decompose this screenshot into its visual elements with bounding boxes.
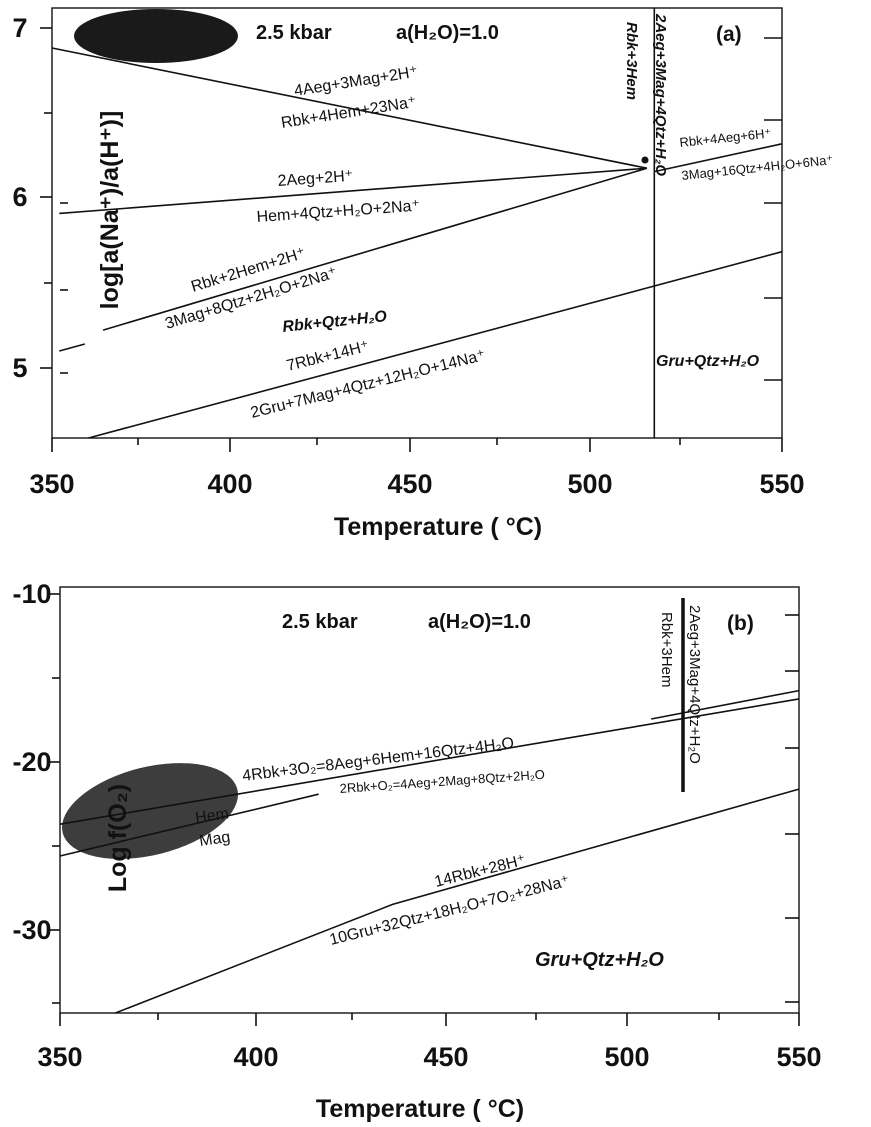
panel-a-reaction-curve-5: [88, 250, 783, 439]
panel-b-y-tick-label--30: -30: [12, 915, 51, 945]
panel-b-y-tick-label--20: -20: [12, 747, 51, 777]
panel-b-curves: [59, 689, 800, 1014]
panel-b-vertical-label-left: Rbk+3Hem: [658, 612, 675, 687]
panel-b-sample-ellipse: [62, 763, 238, 859]
panel-b-reaction-curve-3: [651, 689, 800, 720]
panel-b-plot-frame: [59, 586, 800, 1014]
panel-a-x-tick-label-450: 450: [387, 469, 432, 499]
panel-b-reaction-curve-2: [59, 793, 319, 857]
panel-b-y-axis-title: Log f(O₂): [104, 784, 132, 892]
panel-b-x-tick-label-550: 550: [776, 1042, 821, 1072]
panel-a-y-tick-label-7: 7: [12, 13, 27, 43]
panel-a-invariant-point: [641, 156, 649, 164]
panel-a-reaction-1-reactants: 4Aeg+3Mag+2H⁺: [293, 64, 419, 100]
panel-a-vertical-label-right: 2Aeg+3Mag+4Qtz+H₂O: [652, 13, 669, 176]
panel-a: 2.5 kbar a(H₂O)=1.0 (a) 4Aeg+3Mag+2H⁺ Rb…: [12, 7, 834, 541]
panel-a-field-rbk-qtz: Rbk+Qtz+H₂O: [282, 308, 389, 336]
panel-b-panel-label: (b): [727, 612, 754, 635]
panel-a-y-tick-label-5: 5: [12, 353, 27, 383]
panel-a-reaction-curve-3: [59, 343, 86, 352]
panel-b-reaction-curve-4: [115, 788, 800, 1014]
panel-a-curves: [51, 8, 783, 439]
panel-b-hem-label: Hem: [194, 805, 230, 827]
panel-a-reaction-curve-6: [654, 143, 783, 173]
panel-a-x-tick-label-500: 500: [567, 469, 612, 499]
panel-a-x-tick-label-350: 350: [29, 469, 74, 499]
panel-a-reaction-2-products: Hem+4Qtz+H₂O+2Na⁺: [256, 198, 420, 226]
panel-b-tick-marks: [48, 593, 800, 1026]
panel-a-reaction-1-products: Rbk+4Hem+23Na⁺: [280, 94, 417, 132]
panel-b: 2.5 kbar a(H₂O)=1.0 (b) 4Rbk+3O₂=8Aeg+6H…: [12, 579, 821, 1123]
panel-b-water-activity: a(H₂O)=1.0: [428, 611, 531, 633]
panel-a-reaction-curve-1: [51, 47, 648, 169]
panel-b-x-axis-title: Temperature ( °C): [316, 1095, 524, 1123]
panel-a-y-tick-label-6: 6: [12, 182, 27, 212]
panel-b-x-tick-label-350: 350: [37, 1042, 82, 1072]
panel-a-x-tick-label-400: 400: [207, 469, 252, 499]
panel-b-mag-label: Mag: [198, 829, 231, 850]
panel-b-x-tick-label-400: 400: [233, 1042, 278, 1072]
panel-a-plot-frame: [51, 7, 783, 439]
panel-b-x-tick-label-500: 500: [604, 1042, 649, 1072]
panel-b-reaction-curve-1: [59, 698, 800, 825]
panel-a-panel-label: (a): [716, 23, 742, 46]
panel-b-x-tick-label-450: 450: [423, 1042, 468, 1072]
panel-a-reaction-curve-2: [59, 167, 647, 215]
panel-b-field-gru-qtz: Gru+Qtz+H₂O: [535, 949, 664, 971]
panel-b-reaction-3-reactants: 14Rbk+28H⁺: [433, 852, 528, 891]
panel-a-tick-marks: [40, 27, 783, 452]
panel-a-reaction-5-reactants: Rbk+4Aeg+6H⁺: [679, 125, 772, 150]
panel-a-x-tick-label-550: 550: [759, 469, 804, 499]
panel-b-vertical-label-right: 2Aeg+3Mag+4Qtz+H₂O: [686, 605, 703, 764]
panel-a-y-axis-title: log[a(Na⁺)/a(H⁺)]: [96, 111, 124, 310]
panel-a-reaction-4-reactants: 7Rbk+14H⁺: [285, 338, 371, 375]
panel-a-reaction-2-reactants: 2Aeg+2H⁺: [277, 168, 354, 190]
panel-a-field-gru-qtz: Gru+Qtz+H₂O: [656, 353, 760, 370]
panel-a-water-activity: a(H₂O)=1.0: [396, 22, 499, 44]
panel-b-y-tick-label--10: -10: [12, 579, 51, 609]
panel-a-x-axis-title: Temperature ( °C): [334, 513, 542, 541]
panel-a-pressure: 2.5 kbar: [256, 22, 332, 44]
panel-a-reaction-curve-4: [102, 167, 648, 331]
panel-a-sample-ellipse: [74, 9, 238, 63]
panel-a-reaction-5-products: 3Mag+16Qtz+4H₂O+6Na⁺: [681, 152, 834, 183]
panel-b-pressure: 2.5 kbar: [282, 611, 358, 633]
panel-a-vertical-label-left: Rbk+3Hem: [623, 22, 640, 100]
